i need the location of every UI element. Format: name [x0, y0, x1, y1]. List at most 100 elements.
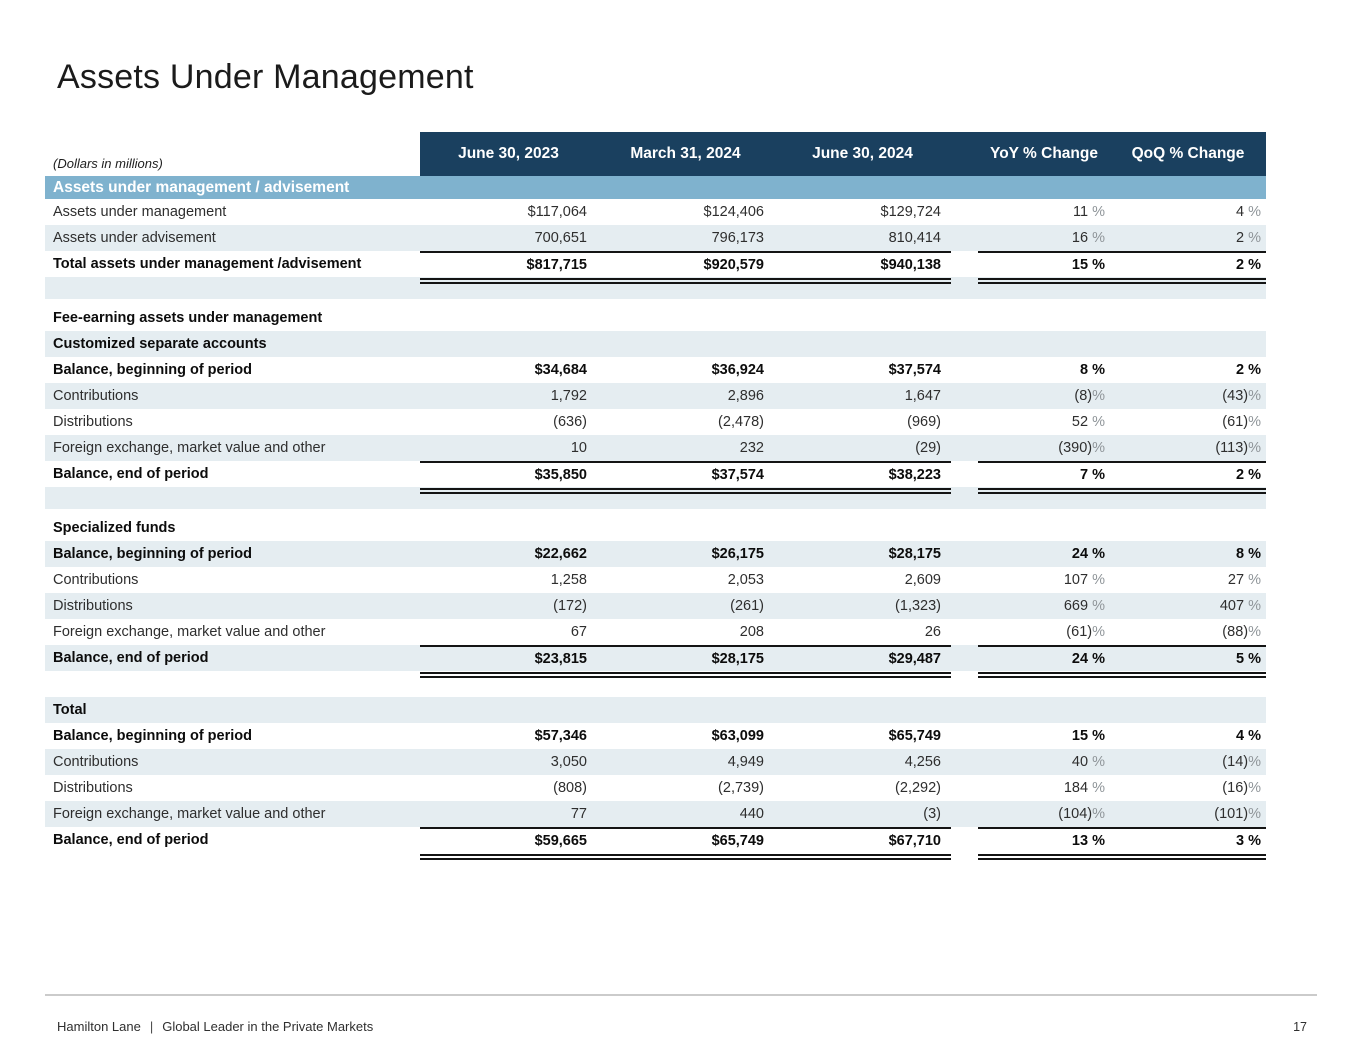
percent-cell: 4 %: [1236, 728, 1261, 744]
column-gap: [951, 801, 978, 827]
percent-cell: (14)%: [1222, 754, 1261, 770]
table-row: Balance, beginning of period $34,684 $36,9…: [45, 357, 1266, 383]
row-label: Distributions: [53, 414, 133, 430]
percent-cell: 669 %: [1063, 598, 1105, 614]
percent-cell: (43)%: [1222, 388, 1261, 404]
value-cell: 1,258: [550, 572, 587, 588]
percent-group: 13 % 3 %: [978, 827, 1266, 860]
column-gap: [951, 383, 978, 409]
percent-sign: %: [1092, 780, 1105, 796]
column-header: June 30, 2024: [812, 145, 913, 162]
row-label: Balance, beginning of period: [53, 546, 252, 562]
column-gap: [951, 435, 978, 461]
percent-sign: %: [1092, 728, 1105, 744]
row-label: Assets under advisement: [53, 230, 216, 246]
row-label: Foreign exchange, market value and other: [53, 440, 326, 456]
value-cell: 810,414: [888, 230, 941, 246]
column-gap: [951, 619, 978, 645]
percent-group: 24 % 5 %: [978, 645, 1266, 678]
percent-cell: 4 %: [1236, 204, 1261, 220]
value-cell: 10: [570, 440, 587, 456]
value-group: $22,662 $26,175 $28,175: [420, 541, 951, 567]
percent-group: 24 % 8 %: [978, 541, 1266, 567]
percent-sign: %: [1248, 546, 1261, 562]
percent-sign: %: [1248, 780, 1261, 796]
value-group: $23,815 $28,175 $29,487: [420, 645, 951, 678]
percent-group: (390)% (113)%: [978, 435, 1266, 461]
percent-sign: %: [1248, 728, 1261, 744]
percent-cell: (113)%: [1215, 440, 1261, 456]
value-cell: 208: [739, 624, 764, 640]
value-group: $59,665 $65,749 $67,710: [420, 827, 951, 860]
value-cell: $37,574: [711, 467, 764, 483]
percent-cell: 3 %: [1236, 833, 1261, 849]
column-gap: [951, 723, 978, 749]
percent-cell: 8 %: [1236, 546, 1261, 562]
percent-cell: 40 %: [1071, 754, 1105, 770]
value-cell: $67,710: [888, 833, 941, 849]
percent-group: (61)% (88)%: [978, 619, 1266, 645]
value-cell: $37,574: [888, 362, 941, 378]
row-label: Specialized funds: [53, 520, 176, 536]
row-label: Customized separate accounts: [53, 336, 267, 352]
column-header: March 31, 2024: [630, 145, 741, 162]
value-cell: $34,684: [534, 362, 587, 378]
value-cell: (2,292): [895, 780, 941, 796]
row-label: Total: [53, 702, 87, 718]
footer-separator: |: [149, 1019, 154, 1034]
value-cell: $117,064: [527, 204, 587, 220]
value-cell: (636): [553, 414, 587, 430]
percent-cell: (8)%: [1074, 388, 1105, 404]
spacer-row: [45, 277, 1266, 299]
value-cell: (172): [553, 598, 587, 614]
percent-cell: 2 %: [1236, 230, 1261, 246]
percent-cell: 5 %: [1236, 651, 1261, 667]
percent-sign: %: [1248, 362, 1261, 378]
percent-cell: 2 %: [1236, 257, 1261, 273]
table-row: Contributions 1,258 2,053 2,609 107 % 27 %: [45, 567, 1266, 593]
column-header: YoY % Change: [990, 145, 1098, 162]
value-cell: 4,256: [904, 754, 941, 770]
section-band: Assets under management / advisement: [45, 176, 1266, 199]
value-cell: (3): [923, 806, 941, 822]
table-row: Fee-earning assets under management: [45, 305, 1266, 331]
value-cell: $65,749: [711, 833, 764, 849]
percent-sign: %: [1248, 806, 1261, 822]
percent-sign: %: [1248, 572, 1261, 588]
row-label: Distributions: [53, 598, 133, 614]
aum-table: (Dollars in millions) June 30, 2023 March…: [45, 132, 1266, 860]
column-gap: [951, 515, 978, 541]
value-cell: 2,609: [904, 572, 941, 588]
column-header: QoQ % Change: [1131, 145, 1245, 162]
percent-cell: (104)%: [1058, 806, 1105, 822]
percent-cell: 7 %: [1080, 467, 1105, 483]
percent-sign: %: [1092, 598, 1105, 614]
percent-group: 16 % 2 %: [978, 225, 1266, 251]
percent-sign: %: [1092, 546, 1105, 562]
value-cell: 3,050: [550, 754, 587, 770]
value-group: 77 440 (3): [420, 801, 951, 827]
column-gap: [951, 593, 978, 619]
percent-cell: 27 %: [1227, 572, 1261, 588]
value-cell: $129,724: [880, 204, 941, 220]
value-cell: (969): [907, 414, 941, 430]
footer: Hamilton Lane | Global Leader in the Priva…: [57, 1019, 373, 1034]
value-cell: 1,647: [904, 388, 941, 404]
value-group: 700,651 796,173 810,414: [420, 225, 951, 251]
percent-group: (8)% (43)%: [978, 383, 1266, 409]
value-cell: $940,138: [880, 257, 941, 273]
percent-cell: 24 %: [1071, 651, 1105, 667]
percent-group: 11 % 4 %: [978, 199, 1266, 225]
value-cell: (29): [915, 440, 941, 456]
value-cell: 67: [570, 624, 587, 640]
percent-sign: %: [1248, 754, 1261, 770]
column-gap: [951, 541, 978, 567]
percent-cell: 24 %: [1071, 546, 1105, 562]
value-group: 3,050 4,949 4,256: [420, 749, 951, 775]
table-row: Balance, end of period $59,665 $65,749 $67,…: [45, 827, 1266, 860]
footer-brand: Hamilton Lane: [57, 1019, 141, 1034]
percent-sign: %: [1092, 362, 1105, 378]
value-cell: 440: [739, 806, 764, 822]
spacer-row: [45, 487, 1266, 509]
value-cell: $28,175: [711, 651, 764, 667]
